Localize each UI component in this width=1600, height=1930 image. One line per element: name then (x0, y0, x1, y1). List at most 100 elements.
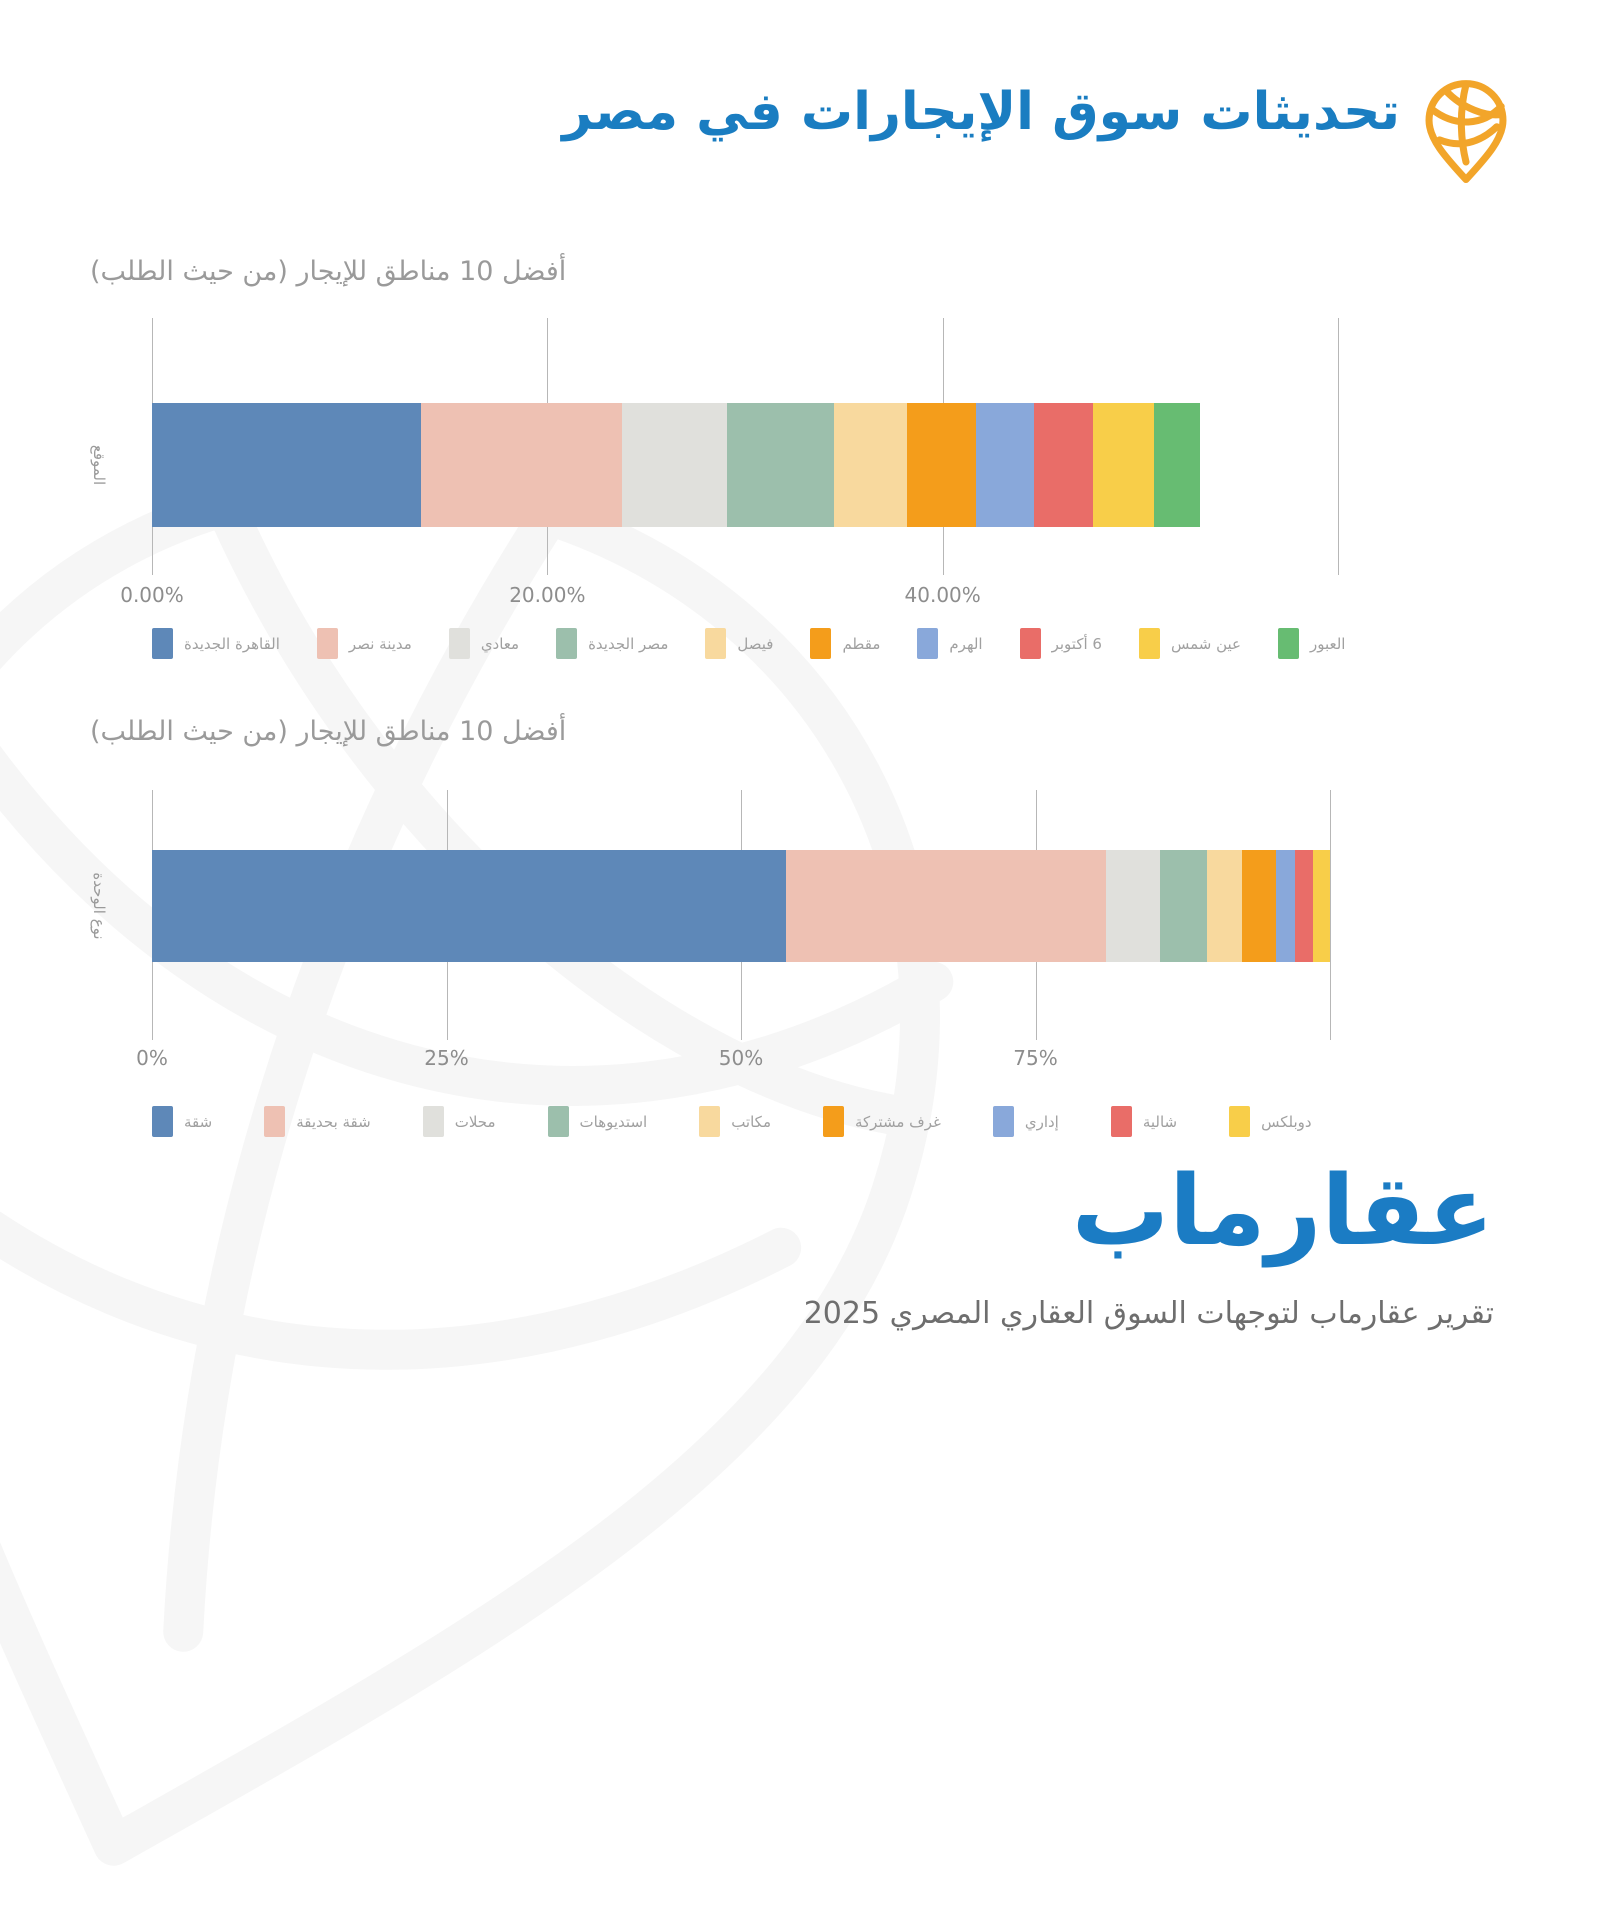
bar-segment (622, 403, 728, 527)
legend-swatch (556, 628, 578, 659)
legend-swatch (992, 1106, 1014, 1137)
legend-item: فيصل (705, 628, 773, 659)
chart1-y-axis-label: الموقع (90, 444, 108, 486)
aqarmap-logo-text: عقارماب (1071, 1154, 1494, 1267)
legend-swatch (264, 1106, 286, 1137)
chart1-plot-area (152, 318, 1339, 575)
legend-label: مقطم (842, 634, 881, 653)
aqarmap-pin-icon (1425, 80, 1507, 184)
bar-segment (152, 403, 421, 527)
legend-label: شقة (184, 1112, 213, 1131)
bar-segment (420, 403, 623, 527)
legend-item: الهرم (917, 628, 983, 659)
x-tick-label: 25% (424, 1046, 469, 1070)
legend-swatch (1138, 628, 1160, 659)
bar-segment (1033, 403, 1093, 527)
legend-swatch (1229, 1106, 1251, 1137)
legend-label: غرف مشتركة (854, 1112, 941, 1131)
stacked-bar (152, 403, 1338, 527)
bar-segment (1313, 850, 1330, 962)
legend-label: عين شمس (1170, 634, 1241, 653)
legend-label: فيصل (737, 634, 774, 653)
legend-swatch (547, 1106, 569, 1137)
legend-label: دوبلكس (1261, 1112, 1312, 1131)
chart1-x-axis: 0.00% 20.00% 40.00% (120, 583, 1338, 609)
bar-segment (907, 403, 977, 527)
legend-item: مصر الجديدة (556, 628, 668, 659)
legend-label: 6 أكتوبر (1051, 634, 1102, 653)
legend-label: استديوهات (579, 1112, 648, 1131)
gridline (1338, 318, 1339, 575)
report-caption: تقرير عقارماب لتوجهات السوق العقاري المص… (803, 1296, 1494, 1331)
bar-segment (1092, 403, 1155, 527)
bar-segment (727, 403, 834, 527)
chart2-title: أفضل 10 مناطق للإيجار (من حيث الطلب) (90, 716, 567, 747)
legend-label: معادي (480, 634, 520, 653)
bar-segment (1207, 850, 1242, 962)
legend-label: مدينة نصر (348, 634, 412, 653)
chart2-plot-area (152, 790, 1331, 1040)
legend-label: محلات (454, 1112, 496, 1131)
legend-label: العبور (1309, 634, 1346, 653)
legend-label: القاهرة الجديدة (184, 634, 280, 653)
legend-item: شالية (1110, 1106, 1178, 1137)
legend-item: استديوهات (547, 1106, 648, 1137)
x-tick-label: 50% (718, 1046, 764, 1070)
legend-label: مكاتب (731, 1112, 771, 1131)
legend-item: شقة (152, 1106, 212, 1137)
chart2-y-axis-label: نوع الوحدة (90, 872, 108, 940)
x-tick-label: 75% (1013, 1046, 1058, 1070)
page-title: تحديثات سوق الإيجارات في مصر (562, 82, 1400, 142)
legend-swatch (316, 628, 338, 659)
legend-swatch (705, 628, 727, 659)
bar-segment (152, 850, 786, 962)
legend-item: 6 أكتوبر (1019, 628, 1102, 659)
legend-label: شقة بحديقة (296, 1112, 371, 1131)
chart2-x-axis: 0% 25% 50% 75% (136, 1046, 1330, 1072)
x-tick-label: 0.00% (120, 583, 184, 607)
chart1-title: أفضل 10 مناطق للإيجار (من حيث الطلب) (90, 256, 567, 287)
legend-item: دوبلكس (1229, 1106, 1312, 1137)
legend-item: عين شمس (1138, 628, 1241, 659)
chart2-legend: شقة شقة بحديقة محلات استديوهات مكاتب غرف مشتر… (152, 1106, 1312, 1137)
x-tick-label: 40.00% (904, 583, 981, 607)
legend-swatch (699, 1106, 721, 1137)
bar-segment (833, 403, 908, 527)
legend-item: إداري (992, 1106, 1059, 1137)
stacked-bar (152, 850, 1330, 962)
legend-item: محلات (422, 1106, 496, 1137)
legend-item: شقة بحديقة (264, 1106, 371, 1137)
legend-item: غرف مشتركة (822, 1106, 941, 1137)
bar-segment (1241, 850, 1276, 962)
bar-segment (976, 403, 1034, 527)
x-tick-label: 0% (136, 1046, 168, 1070)
legend-label: الهرم (949, 634, 983, 653)
bar-segment (1294, 850, 1314, 962)
legend-swatch (448, 628, 470, 659)
legend-swatch (152, 1106, 173, 1137)
legend-label: إداري (1024, 1112, 1059, 1131)
legend-label: مصر الجديدة (588, 634, 669, 653)
legend-swatch (1110, 1106, 1132, 1137)
legend-swatch (917, 628, 939, 659)
legend-item: القاهرة الجديدة (152, 628, 280, 659)
legend-label: شالية (1142, 1112, 1178, 1131)
bar-segment (785, 850, 1107, 962)
header: تحديثات سوق الإيجارات في مصر (562, 68, 1510, 186)
legend-swatch (822, 1106, 844, 1137)
legend-item: العبور (1277, 628, 1346, 659)
x-tick-label: 20.00% (509, 583, 586, 607)
legend-item: مكاتب (699, 1106, 771, 1137)
legend-swatch (422, 1106, 444, 1137)
bar-segment (1154, 403, 1200, 527)
gridline (1330, 790, 1331, 1040)
legend-swatch (1019, 628, 1041, 659)
legend-item: مدينة نصر (316, 628, 412, 659)
infographic-canvas: تحديثات سوق الإيجارات في مصر أفضل 10 منا… (90, 68, 1510, 1331)
bar-segment (1275, 850, 1295, 962)
legend-item: معادي (448, 628, 520, 659)
legend-swatch (1277, 628, 1299, 659)
bar-segment (1106, 850, 1161, 962)
legend-swatch (152, 628, 173, 659)
legend-swatch (810, 628, 832, 659)
